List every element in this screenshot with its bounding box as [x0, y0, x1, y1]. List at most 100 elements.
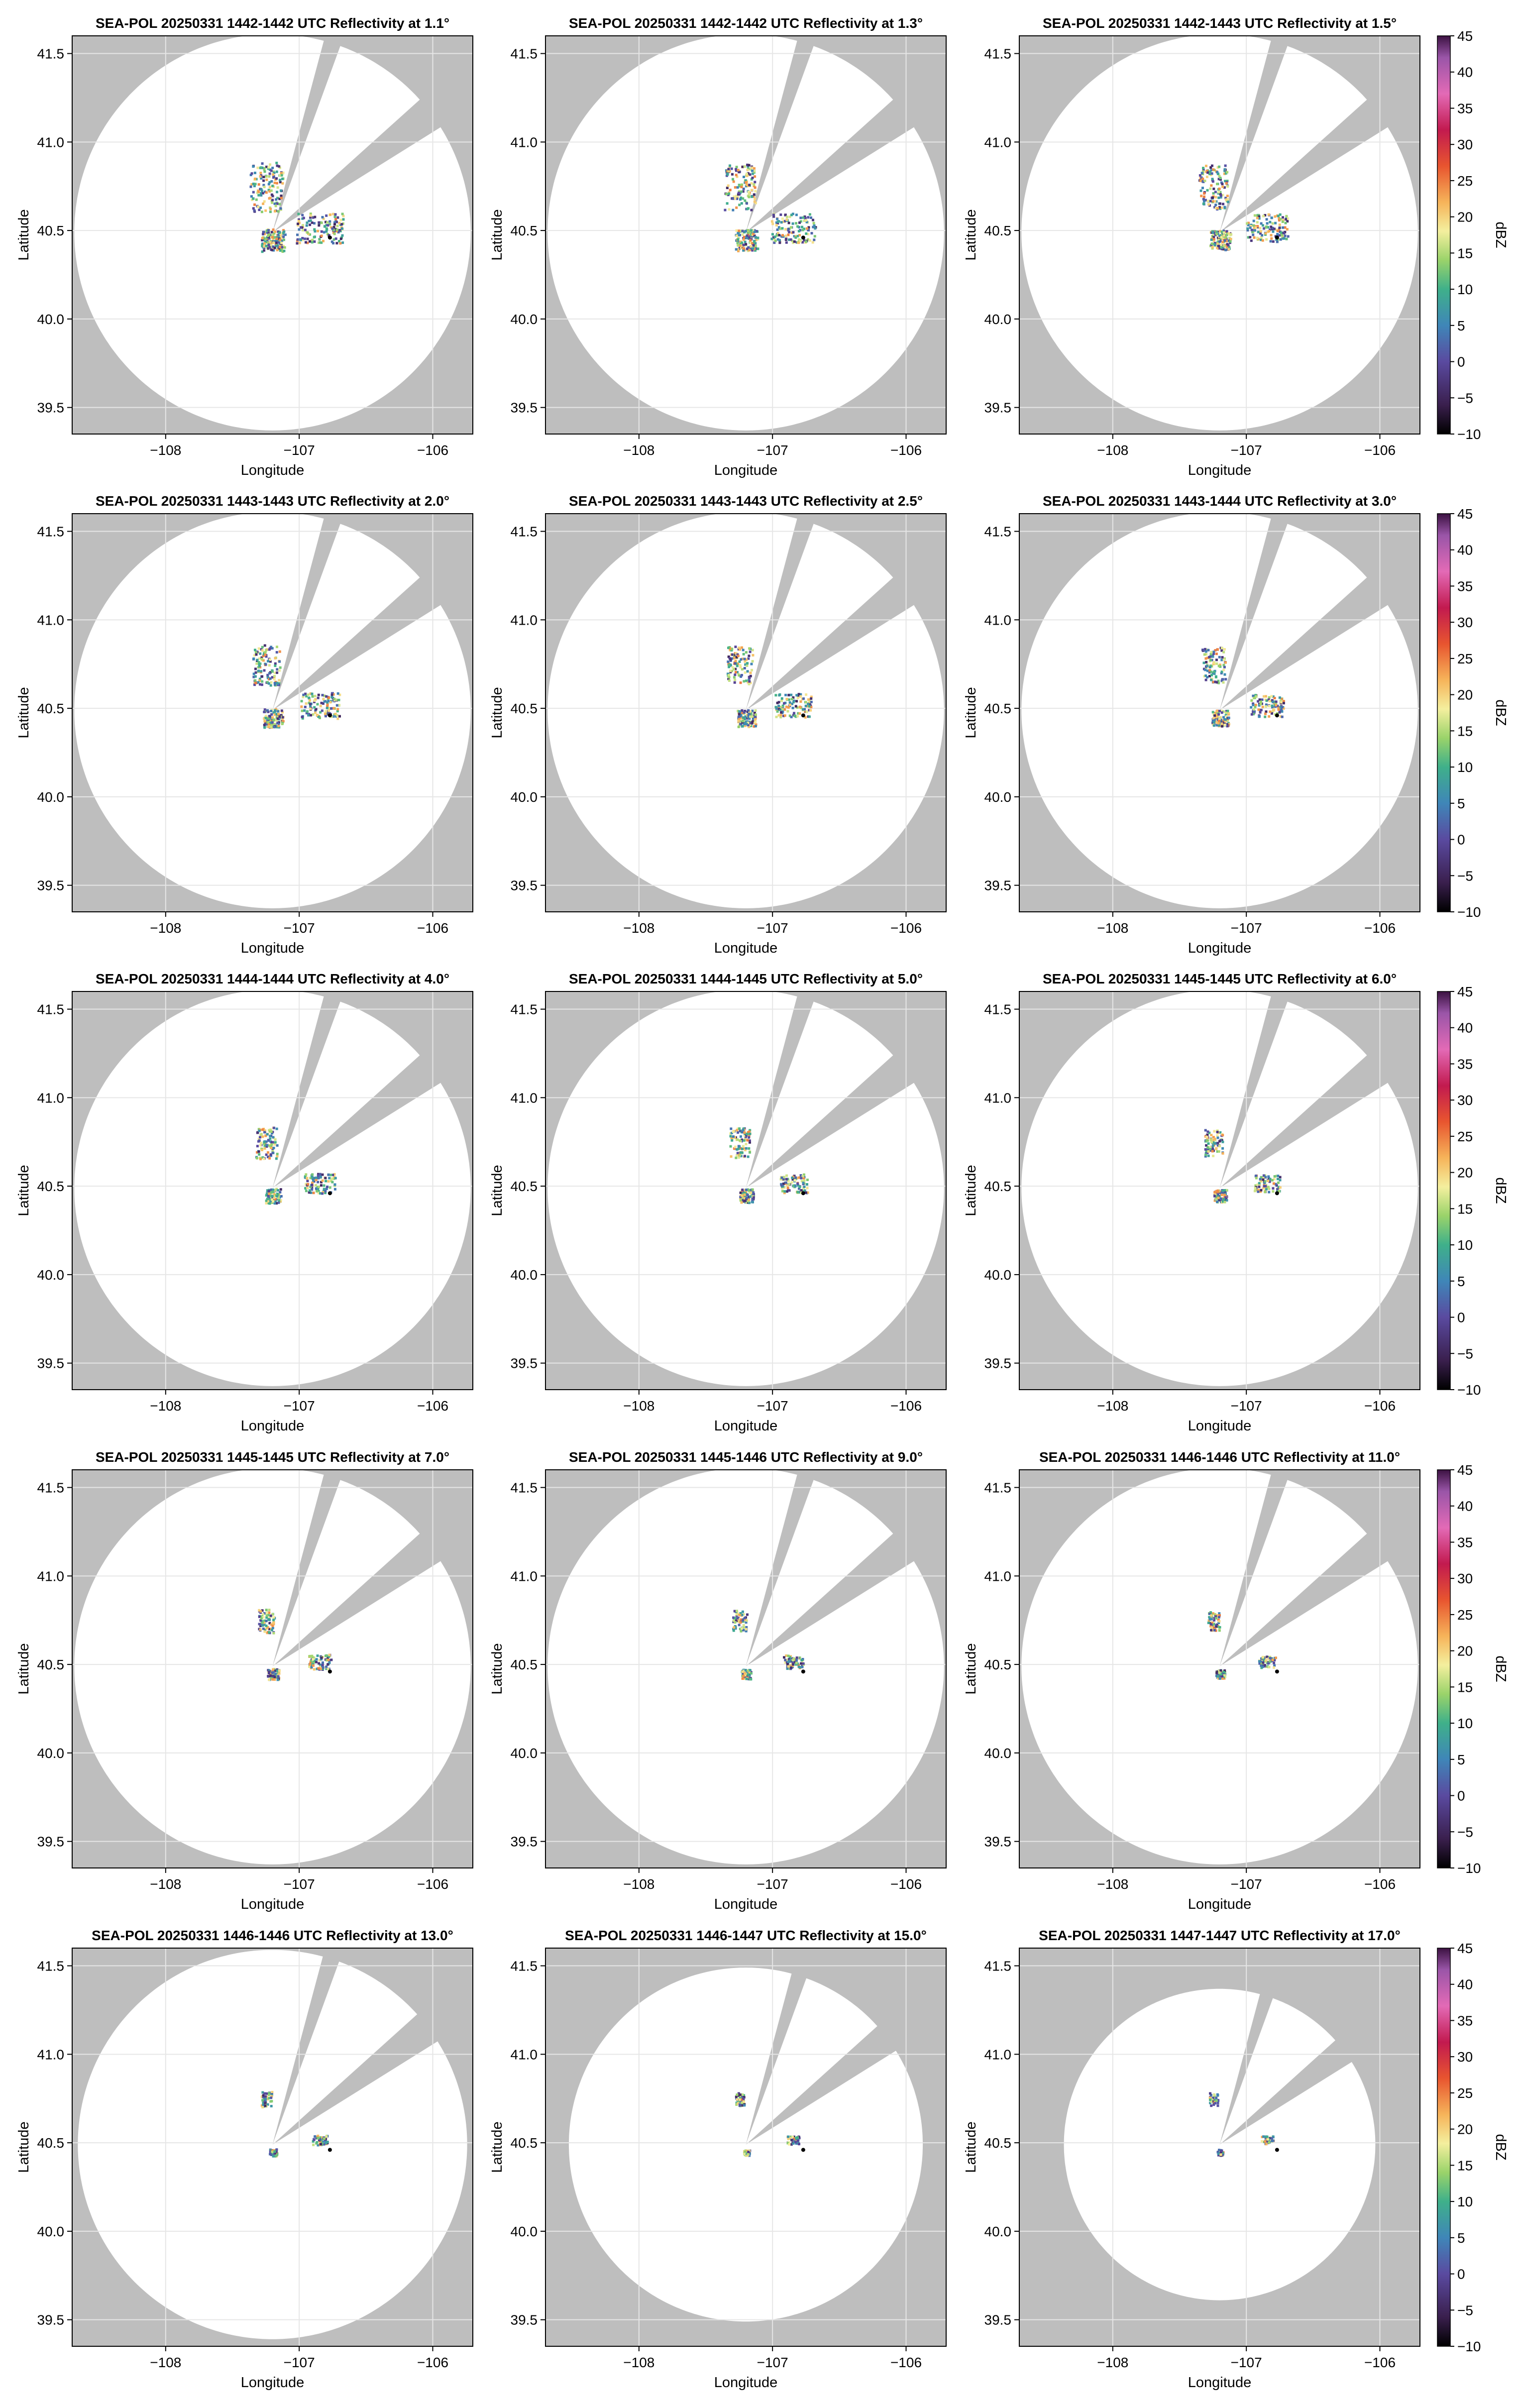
y-tick-label: 41.5 [37, 1480, 65, 1496]
x-axis-label: Longitude [714, 1896, 777, 1912]
y-tick-label: 39.5 [37, 400, 65, 416]
panel-title: SEA-POL 20250331 1442-1442 UTC Reflectiv… [569, 15, 923, 31]
y-tick-label: 39.5 [984, 2312, 1012, 2328]
site-marker [801, 235, 805, 240]
colorbar-label: dBZ [1493, 1655, 1509, 1682]
reflectivity-echoes [1207, 1611, 1277, 1680]
y-tick-label: 41.5 [984, 1002, 1012, 1017]
radar-panel-6: −108 −107 −106 39.5 40.0 40.5 41.0 41.5 SEA-POL … [963, 493, 1420, 956]
y-tick-label: 39.5 [37, 2312, 65, 2328]
reflectivity-echoes [727, 646, 813, 728]
plot-frame [1019, 1948, 1420, 2347]
site-marker [1275, 713, 1279, 718]
x-tick-label: −106 [417, 920, 448, 936]
reflectivity-echoes [260, 2090, 329, 2158]
y-axis-label: Latitude [489, 209, 505, 260]
colorbar-tick-label: 0 [1457, 2267, 1465, 2282]
x-tick-label: −106 [890, 442, 922, 458]
colorbar-tick-label: 30 [1457, 1571, 1473, 1586]
colorbar-tick-label: 20 [1457, 687, 1473, 703]
x-tick-label: −108 [150, 1398, 181, 1414]
colorbar-tick-label: 25 [1457, 1129, 1473, 1144]
y-tick-label: 40.5 [511, 1179, 538, 1194]
colorbar-tick-label: 35 [1457, 578, 1473, 594]
colorbar-tick-label: 20 [1457, 2122, 1473, 2137]
colorbar-label: dBZ [1493, 699, 1509, 726]
x-axis-label: Longitude [241, 462, 304, 478]
y-tick-label: 40.0 [511, 1267, 538, 1283]
colorbar-tick-label: −10 [1457, 1382, 1481, 1398]
colorbar-tick-label: 35 [1457, 101, 1473, 116]
colorbar-tick-label: 25 [1457, 651, 1473, 666]
y-tick-label: 39.5 [511, 878, 538, 893]
y-axis-label: Latitude [489, 1643, 505, 1694]
y-tick-label: 41.0 [511, 1568, 538, 1584]
y-tick-label: 41.0 [511, 1090, 538, 1105]
plot-frame [72, 35, 473, 435]
x-axis-label: Longitude [241, 940, 304, 956]
reflectivity-echoes [1208, 2092, 1275, 2157]
radar-coverage-sector [746, 1480, 893, 1666]
plot-frame [72, 513, 473, 912]
y-tick-label: 40.0 [511, 312, 538, 327]
y-tick-label: 39.5 [984, 878, 1012, 893]
x-tick-label: −108 [1097, 2355, 1128, 2370]
site-marker [327, 713, 332, 718]
x-axis-label: Longitude [1188, 940, 1251, 956]
radar-coverage-sector [746, 524, 893, 710]
plot-frame [1019, 513, 1420, 912]
colorbar-tick-label: 35 [1457, 1534, 1473, 1550]
radar-panel-7: −108 −107 −106 39.5 40.0 40.5 41.0 41.5 SEA-POL … [16, 971, 473, 1434]
plot-frame [1019, 1469, 1420, 1868]
x-tick-label: −107 [1231, 1398, 1262, 1414]
colorbar-tick-label: 30 [1457, 137, 1473, 152]
colorbar-tick-label: 45 [1457, 506, 1473, 522]
y-tick-label: 39.5 [37, 1356, 65, 1371]
y-tick-label: 40.5 [37, 701, 65, 716]
radar-panel-9: −108 −107 −106 39.5 40.0 40.5 41.0 41.5 SEA-POL … [963, 971, 1420, 1434]
colorbar-tick-label: 45 [1457, 28, 1473, 44]
x-axis-label: Longitude [241, 2375, 304, 2391]
y-tick-label: 39.5 [511, 1356, 538, 1371]
x-tick-label: −107 [757, 920, 788, 936]
colorbar-tick-label: −5 [1457, 390, 1473, 406]
colorbar-5: 45 40 35 30 25 20 15 10 5 0 −5 −10 dBZ [1437, 1941, 1509, 2354]
plot-frame [545, 1469, 947, 1868]
x-axis-label: Longitude [1188, 462, 1251, 478]
radar-coverage-sector [78, 1950, 467, 2339]
y-tick-label: 41.0 [37, 612, 65, 628]
colorbar-tick-label: −10 [1457, 2339, 1481, 2354]
radar-coverage-sector [1219, 524, 1367, 710]
x-tick-label: −107 [284, 920, 315, 936]
colorbar-tick-label: 25 [1457, 173, 1473, 189]
y-axis-label: Latitude [16, 687, 32, 738]
radar-coverage-sector [272, 1001, 420, 1188]
y-tick-label: 39.5 [37, 1834, 65, 1850]
panel-title: SEA-POL 20250331 1444-1444 UTC Reflectiv… [96, 971, 449, 986]
x-tick-label: −106 [1364, 1398, 1396, 1414]
y-axis-label: Latitude [489, 1165, 505, 1216]
colorbar-tick-label: −10 [1457, 904, 1481, 920]
y-tick-label: 41.0 [37, 134, 65, 150]
y-tick-label: 41.5 [511, 1959, 538, 1974]
y-tick-label: 40.0 [37, 789, 65, 805]
plot-frame [545, 1948, 947, 2347]
y-tick-label: 41.5 [984, 1480, 1012, 1496]
panel-title: SEA-POL 20250331 1442-1443 UTC Reflectiv… [1043, 15, 1397, 31]
x-tick-label: −106 [1364, 2355, 1396, 2370]
x-tick-label: −107 [1231, 1876, 1262, 1892]
colorbar-tick-label: 5 [1457, 796, 1465, 811]
colorbar-tick-label: 45 [1457, 1462, 1473, 1478]
y-tick-label: 40.0 [984, 789, 1012, 805]
x-axis-label: Longitude [241, 1418, 304, 1434]
colorbar-tick-label: −10 [1457, 427, 1481, 442]
y-tick-label: 41.0 [984, 134, 1012, 150]
radar-coverage-sector [272, 1962, 418, 2145]
radar-coverage-sector [1021, 1470, 1418, 1864]
y-tick-label: 40.5 [511, 701, 538, 716]
colorbar-tick-label: 10 [1457, 2194, 1473, 2209]
colorbar-4: 45 40 35 30 25 20 15 10 5 0 −5 −10 dBZ [1437, 1462, 1509, 1876]
x-tick-label: −106 [890, 920, 922, 936]
y-tick-label: 40.5 [511, 1657, 538, 1672]
site-marker [801, 1191, 805, 1196]
